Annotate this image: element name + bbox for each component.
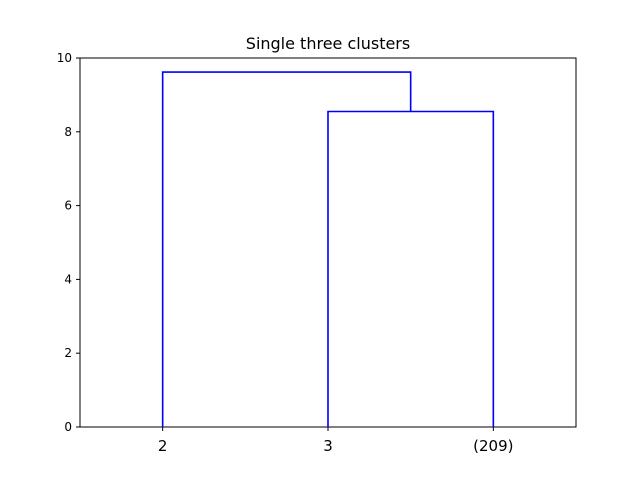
y-tick-label: 0: [64, 420, 72, 434]
leaf-label: (209): [473, 437, 513, 455]
dendrogram-link: [327, 110, 495, 427]
y-tick-label: 4: [64, 272, 72, 286]
y-tick-label: 2: [64, 346, 72, 360]
dendrogram-link: [161, 71, 412, 427]
y-tick-label: 10: [57, 51, 72, 65]
leaf-label: 3: [323, 437, 333, 455]
y-tick-label: 6: [64, 199, 72, 213]
leaf-label: 2: [158, 437, 168, 455]
chart-title: Single three clusters: [246, 34, 410, 53]
plot-area: 0 2 4 6 8 10 2 3 (209): [57, 51, 577, 455]
y-tick-label: 8: [64, 125, 72, 139]
